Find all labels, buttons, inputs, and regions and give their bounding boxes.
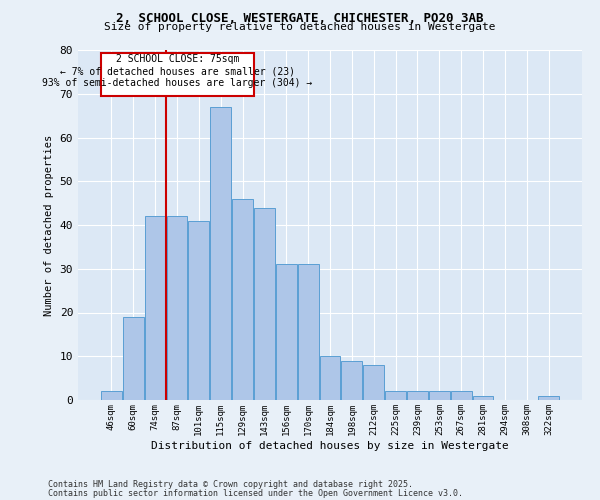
Text: Contains HM Land Registry data © Crown copyright and database right 2025.: Contains HM Land Registry data © Crown c… bbox=[48, 480, 413, 489]
Bar bbox=[298, 264, 319, 400]
X-axis label: Distribution of detached houses by size in Westergate: Distribution of detached houses by size … bbox=[151, 440, 509, 450]
Bar bbox=[232, 198, 253, 400]
Bar bbox=[254, 208, 275, 400]
Text: 93% of semi-detached houses are larger (304) →: 93% of semi-detached houses are larger (… bbox=[42, 78, 313, 88]
Bar bbox=[341, 360, 362, 400]
Bar bbox=[276, 264, 296, 400]
Bar bbox=[473, 396, 493, 400]
FancyBboxPatch shape bbox=[101, 53, 254, 96]
Bar bbox=[538, 396, 559, 400]
Bar bbox=[407, 391, 428, 400]
Bar bbox=[101, 391, 122, 400]
Bar bbox=[320, 356, 340, 400]
Text: Size of property relative to detached houses in Westergate: Size of property relative to detached ho… bbox=[104, 22, 496, 32]
Bar bbox=[123, 317, 143, 400]
Bar bbox=[210, 107, 231, 400]
Text: 2, SCHOOL CLOSE, WESTERGATE, CHICHESTER, PO20 3AB: 2, SCHOOL CLOSE, WESTERGATE, CHICHESTER,… bbox=[116, 12, 484, 26]
Bar bbox=[167, 216, 187, 400]
Bar bbox=[385, 391, 406, 400]
Y-axis label: Number of detached properties: Number of detached properties bbox=[44, 134, 54, 316]
Bar bbox=[188, 220, 209, 400]
Bar bbox=[429, 391, 450, 400]
Text: 2 SCHOOL CLOSE: 75sqm: 2 SCHOOL CLOSE: 75sqm bbox=[116, 54, 239, 64]
Text: ← 7% of detached houses are smaller (23): ← 7% of detached houses are smaller (23) bbox=[60, 66, 295, 76]
Text: Contains public sector information licensed under the Open Government Licence v3: Contains public sector information licen… bbox=[48, 488, 463, 498]
Bar bbox=[364, 365, 384, 400]
Bar bbox=[145, 216, 166, 400]
Bar bbox=[451, 391, 472, 400]
